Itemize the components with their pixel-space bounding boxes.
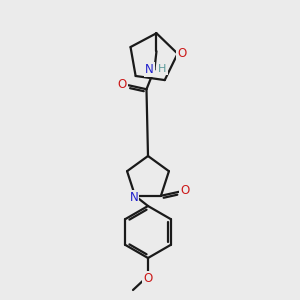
Text: N: N [130, 191, 138, 204]
Text: O: O [177, 47, 186, 60]
Text: N: N [145, 63, 154, 76]
Text: O: O [143, 272, 153, 284]
Text: O: O [118, 78, 127, 91]
Text: O: O [180, 184, 190, 197]
Text: H: H [158, 64, 167, 74]
